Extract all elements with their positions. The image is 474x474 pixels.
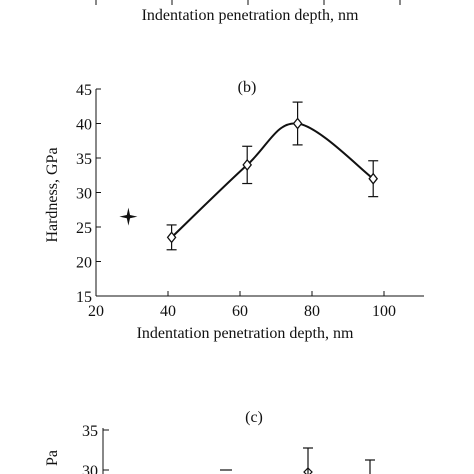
panel-b-y-tick-label: 20 [76,255,92,272]
panel-b-data-point [166,231,177,244]
panel-c-y-tick-label: 30 [82,463,98,474]
panel-c-title: (c) [245,409,263,426]
panel-b-y-tick-label: 15 [76,289,92,306]
panel-c-partial-marks [220,447,375,474]
panel-b-series-line [170,122,374,239]
panel-b-title: (b) [238,79,257,96]
panel-c-y-tick-label: 35 [82,423,98,440]
panel-b-y-tick-label: 35 [76,151,92,168]
panel-b-x-tick-label: 80 [304,303,320,320]
panel-a: Indentation penetration depth, nm [95,0,401,24]
panel-b-x-axis-label: Indentation penetration depth, nm [137,325,354,342]
panel-b-x-tick-label: 20 [88,303,104,320]
panel-b-x-tick-label: 40 [160,303,176,320]
panel-b-y-tick-label: 30 [76,186,92,203]
panel-b-x-tick-label: 100 [372,303,396,320]
panel-b-y-tick-label: 25 [76,220,92,237]
panel-a-x-axis-label: Indentation penetration depth, nm [142,7,359,24]
panel-b-data-point [242,158,253,171]
panel-b-data-point [292,117,303,130]
panel-b-y-tick-label: 40 [76,117,92,134]
panel-c-y-axis-label: Pa [44,450,61,466]
panel-b-y-axis-label: Hardness, GPa [44,147,61,242]
panel-b-x-tick-label: 60 [232,303,248,320]
panel-b-star-marker [119,207,138,226]
panel-a-tick-stubs [95,0,401,5]
panel-b-data-point [368,172,379,185]
panel-b-y-tick-label: 45 [76,82,92,99]
panel-c: (c) Pa 30 35 [44,409,375,474]
